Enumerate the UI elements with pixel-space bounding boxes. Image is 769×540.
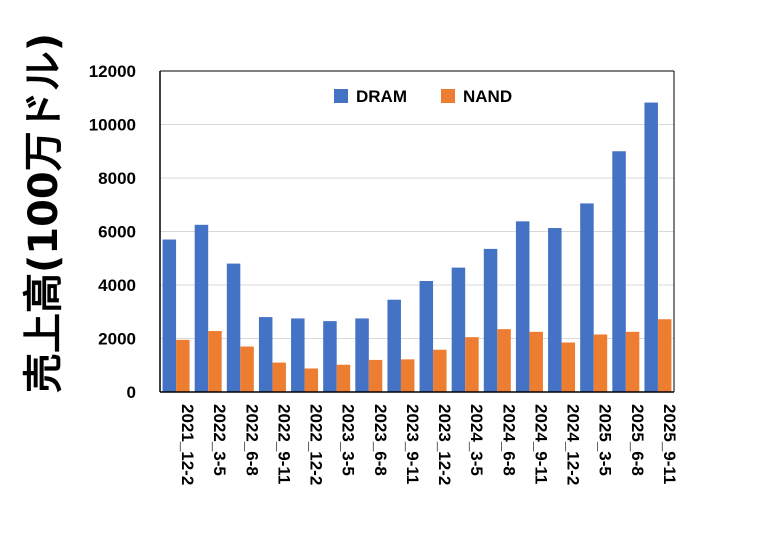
bar-nand xyxy=(593,334,608,392)
x-tick-label: 2021_12-2 xyxy=(178,404,197,485)
bar-nand xyxy=(368,359,383,392)
y-tick-label: 4000 xyxy=(98,276,136,295)
bar-nand xyxy=(304,368,319,392)
x-tick-label: 2023_6-8 xyxy=(371,404,390,476)
bar-nand xyxy=(433,349,447,392)
legend-label-dram: DRAM xyxy=(356,87,407,106)
bar-dram xyxy=(162,239,177,392)
bar-nand xyxy=(336,364,351,392)
bar-dram xyxy=(258,317,273,392)
y-tick-label: 8000 xyxy=(98,169,136,188)
x-tick-label: 2024_9-11 xyxy=(531,404,550,484)
x-tick-labels: 2021_12-2 2022_3-5 2022_6-8 2022_9-11 2022_1… xyxy=(178,404,679,485)
x-tick-label: 2025_3-5 xyxy=(596,404,615,476)
bar-dram xyxy=(226,263,241,392)
bar-nand xyxy=(529,331,543,392)
bar-dram xyxy=(323,321,337,392)
y-axis-label: 売上高(100万ドル) xyxy=(21,33,67,393)
y-tick-labels: 0 2000 4000 6000 8000 10000 12000 xyxy=(89,62,136,402)
bar-nand xyxy=(465,337,479,392)
bar-dram xyxy=(515,221,530,392)
y-tick-label: 2000 xyxy=(98,330,136,349)
bar-dram xyxy=(612,151,626,392)
bar-dram xyxy=(580,203,594,392)
x-tick-label: 2025_6-8 xyxy=(628,404,647,476)
bar-dram xyxy=(291,318,305,392)
bar-nand xyxy=(497,329,511,392)
bar-dram xyxy=(194,224,209,392)
bar-dram xyxy=(451,267,466,392)
x-tick-label: 2022_3-5 xyxy=(210,404,229,476)
y-tick-label: 10000 xyxy=(89,116,136,135)
x-tick-label: 2022_6-8 xyxy=(242,404,261,476)
bar-dram xyxy=(548,228,562,392)
bar-dram xyxy=(483,248,498,392)
x-tick-label: 2025_9-11 xyxy=(660,404,679,484)
legend-swatch-nand xyxy=(441,89,455,103)
axes xyxy=(159,70,675,393)
y-tick-label: 0 xyxy=(127,383,136,402)
x-tick-label: 2022_9-11 xyxy=(274,404,293,484)
x-tick-label: 2024_6-8 xyxy=(499,404,518,476)
bar-nand xyxy=(657,319,672,392)
x-tick-label: 2022_12-2 xyxy=(307,404,326,485)
legend: DRAM NAND xyxy=(334,87,512,106)
bar-dram xyxy=(419,280,434,392)
y-tick-label: 6000 xyxy=(98,223,136,242)
bars xyxy=(162,102,672,392)
bar-dram xyxy=(387,299,401,392)
y-tick-label: 12000 xyxy=(89,62,136,81)
bar-dram xyxy=(644,102,658,392)
x-tick-label: 2024_12-2 xyxy=(564,404,583,485)
x-tick-label: 2023_9-11 xyxy=(403,404,422,484)
bar-nand xyxy=(272,362,286,392)
legend-label-nand: NAND xyxy=(463,87,512,106)
bar-nand xyxy=(625,331,640,392)
bar-nand xyxy=(561,342,576,392)
bar-nand xyxy=(176,339,190,392)
bar-dram xyxy=(355,318,369,392)
x-tick-label: 2024_3-5 xyxy=(467,404,486,476)
bar-nand xyxy=(400,359,415,392)
legend-swatch-dram xyxy=(334,89,348,103)
x-tick-label: 2023_12-2 xyxy=(435,404,454,485)
bar-nand xyxy=(208,331,222,392)
x-tick-label: 2023_3-5 xyxy=(339,404,358,476)
bar-nand xyxy=(240,346,254,392)
